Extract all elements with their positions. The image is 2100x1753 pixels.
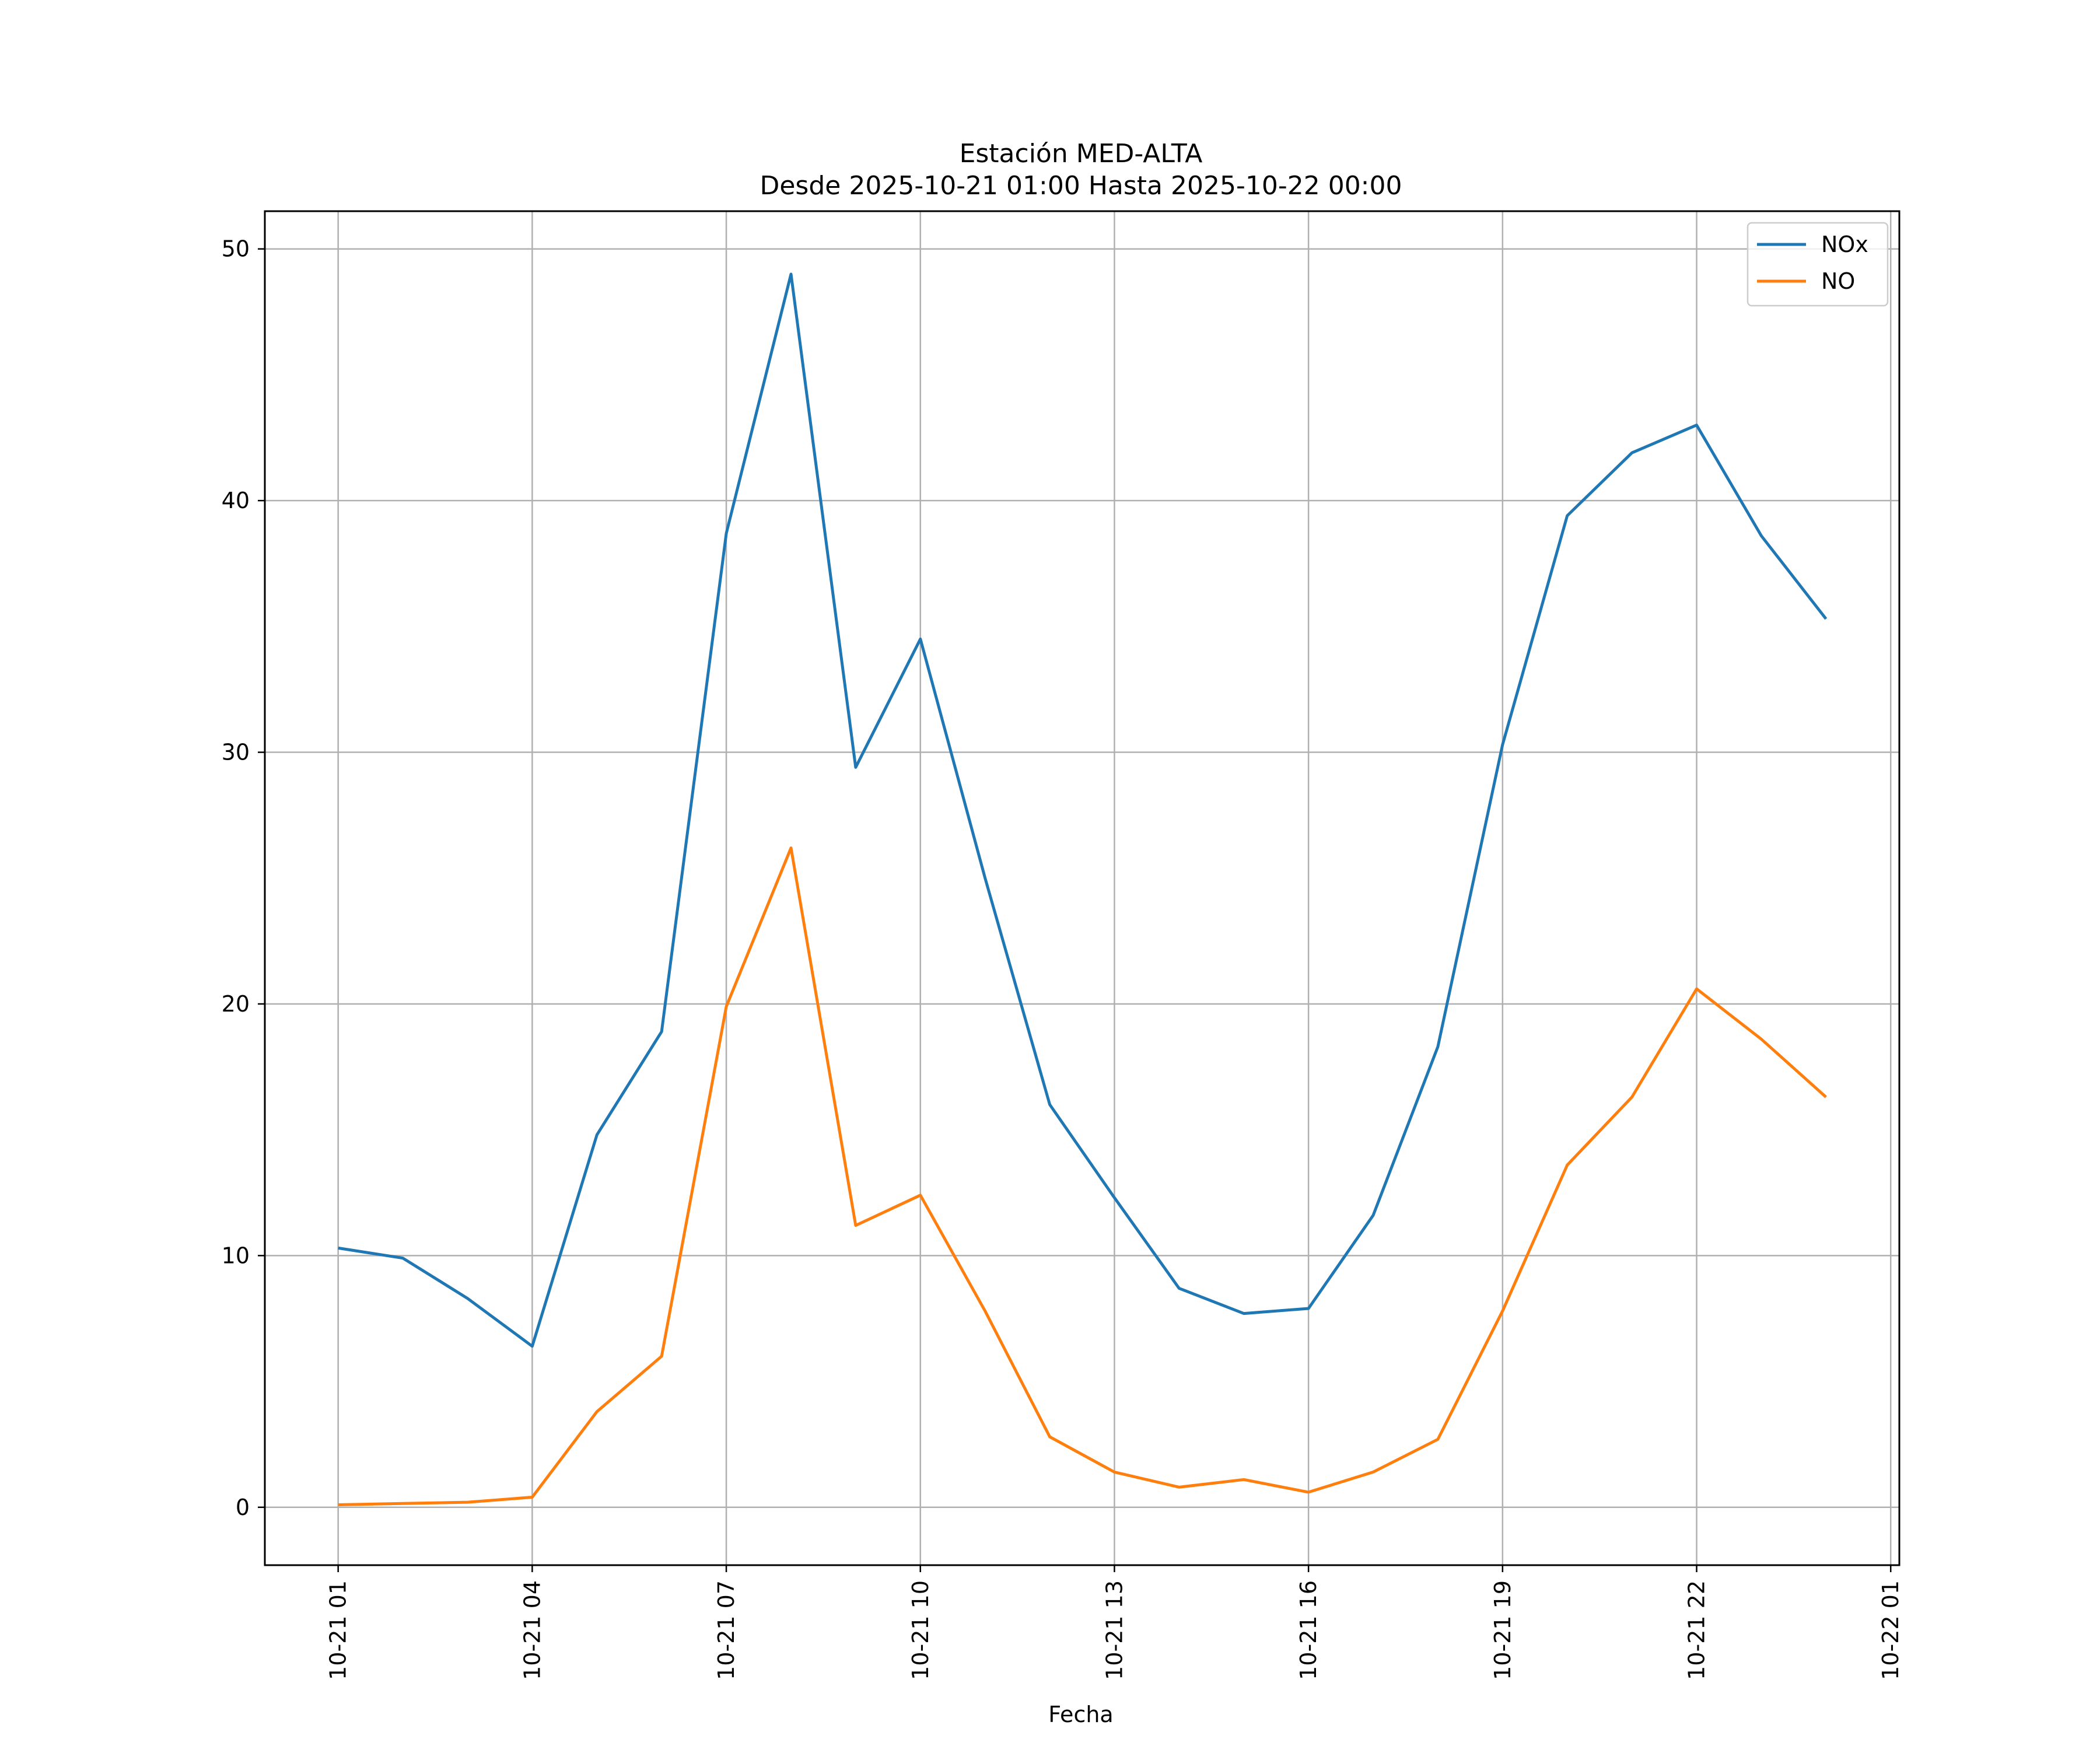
series-line-no — [338, 846, 1827, 1506]
y-tick-label: 40 — [222, 488, 250, 513]
x-tick-label: 10-21 01 — [326, 1580, 351, 1680]
y-tick-label: 30 — [222, 740, 250, 765]
chart-title: Estación MED-ALTA — [960, 139, 1203, 169]
y-axis-ticks: 0 10 20 30 40 50 — [222, 236, 265, 1520]
x-tick-label: 10-21 13 — [1101, 1580, 1127, 1680]
legend: NOx NO — [1746, 222, 1889, 307]
y-tick-label: 50 — [222, 236, 250, 262]
chart-subtitle: Desde 2025-10-21 01:00 Hasta 2025-10-22 … — [760, 171, 1402, 201]
x-tick-label: 10-21 04 — [519, 1580, 545, 1680]
x-axis-label: Fecha — [1048, 1702, 1113, 1727]
plot-frame — [264, 210, 1901, 1566]
x-tick-label: 10-21 19 — [1490, 1580, 1516, 1680]
series-line-nox — [338, 272, 1828, 1348]
legend-label: NOx — [1821, 232, 1868, 257]
x-tick-label: 10-21 10 — [908, 1580, 933, 1680]
x-tick-label: 10-21 07 — [713, 1580, 739, 1680]
legend-label: NO — [1821, 268, 1855, 294]
x-axis-ticks: 10-21 01 10-21 04 10-21 07 10-21 10 10-21 13… — [326, 1565, 1903, 1680]
grid — [265, 211, 1899, 1565]
series-lines — [338, 272, 1828, 1506]
x-tick-label: 10-22 01 — [1878, 1580, 1903, 1680]
x-tick-label: 10-21 22 — [1684, 1580, 1710, 1680]
x-tick-label: 10-21 16 — [1296, 1580, 1321, 1680]
y-tick-label: 10 — [222, 1243, 250, 1268]
y-tick-label: 20 — [222, 991, 250, 1017]
y-tick-label: 0 — [236, 1495, 250, 1520]
